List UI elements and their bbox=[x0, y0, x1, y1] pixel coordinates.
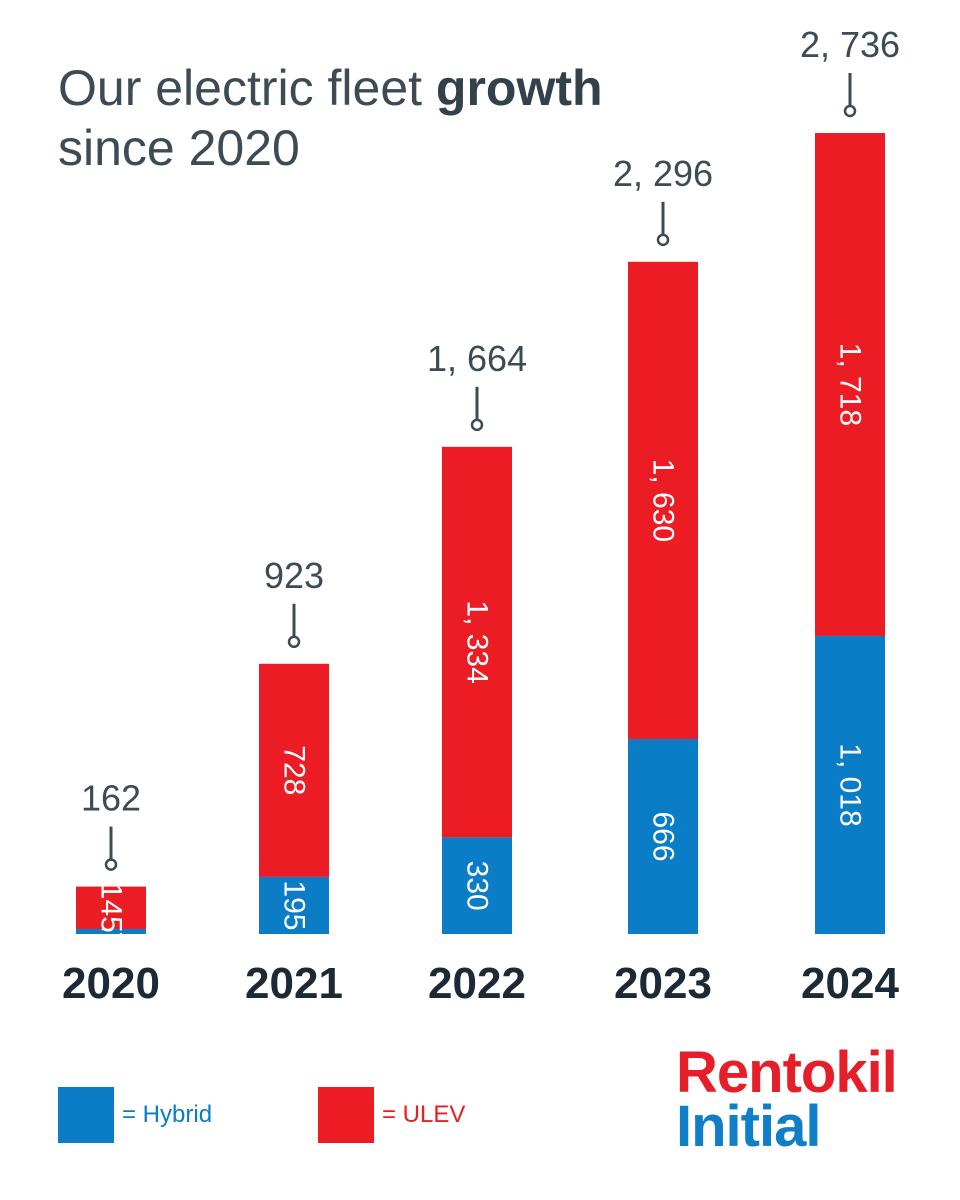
logo-line1: Rentokil bbox=[676, 1040, 898, 1105]
total-marker-2021 bbox=[287, 635, 301, 649]
bar-ulev-2020 bbox=[76, 886, 146, 930]
bar-hybrid-2020 bbox=[76, 929, 146, 934]
total-marker-2022 bbox=[470, 418, 484, 432]
segment-label-ulev-2023: 1, 630 bbox=[647, 459, 680, 542]
total-label-2020: 162 bbox=[81, 778, 141, 819]
legend-label-ulev: = ULEV bbox=[382, 1101, 466, 1128]
segment-label-ulev-2021: 728 bbox=[278, 745, 311, 795]
total-label-2023: 2, 296 bbox=[613, 153, 713, 194]
segment-label-hybrid-2022: 330 bbox=[461, 861, 494, 911]
legend-label-hybrid: = Hybrid bbox=[122, 1101, 213, 1128]
segment-label-ulev-2024: 1, 718 bbox=[834, 343, 867, 426]
segment-label-hybrid-2024: 1, 018 bbox=[834, 743, 867, 826]
legend-swatch-ulev bbox=[318, 1087, 374, 1143]
bar-hybrid-2022 bbox=[442, 837, 512, 934]
segment-label-hybrid-2023: 666 bbox=[647, 811, 680, 861]
total-label-2024: 2, 736 bbox=[800, 24, 900, 65]
total-marker-2023 bbox=[656, 233, 670, 247]
title-line1-bold: growth bbox=[435, 60, 603, 116]
legend-swatch-hybrid bbox=[58, 1087, 114, 1143]
total-label-2022: 1, 664 bbox=[427, 338, 527, 379]
x-tick-label-2021: 2021 bbox=[245, 959, 343, 1008]
x-tick-label-2023: 2023 bbox=[614, 959, 712, 1008]
bar-ulev-2023 bbox=[628, 261, 698, 740]
segment-label-ulev-2022: 1, 334 bbox=[461, 600, 494, 683]
bar-ulev-2021 bbox=[259, 663, 329, 877]
bar-hybrid-2021 bbox=[259, 876, 329, 934]
x-tick-label-2024: 2024 bbox=[801, 959, 899, 1008]
total-marker-2020 bbox=[104, 858, 118, 871]
title-line1-prefix: Our electric fleet bbox=[58, 60, 423, 116]
total-marker-2024 bbox=[843, 104, 857, 118]
bar-ulev-2024 bbox=[815, 133, 885, 636]
total-label-2021: 923 bbox=[264, 555, 324, 596]
x-tick-label-2022: 2022 bbox=[428, 959, 526, 1008]
title-line2: since 2020 bbox=[58, 120, 300, 176]
logo-line2: Initial bbox=[676, 1094, 821, 1159]
bar-hybrid-2023 bbox=[628, 739, 698, 934]
bar-ulev-2022 bbox=[442, 446, 512, 838]
segment-label-hybrid-2021: 195 bbox=[278, 880, 311, 930]
chart-title: Our electric fleet growth since 2020 bbox=[58, 58, 603, 178]
bar-hybrid-2024 bbox=[815, 635, 885, 934]
segment-label-ulev-2020: 145 bbox=[95, 883, 128, 933]
x-tick-label-2020: 2020 bbox=[62, 959, 160, 1008]
rentokil-initial-logo: Rentokil Initial bbox=[676, 1040, 898, 1159]
